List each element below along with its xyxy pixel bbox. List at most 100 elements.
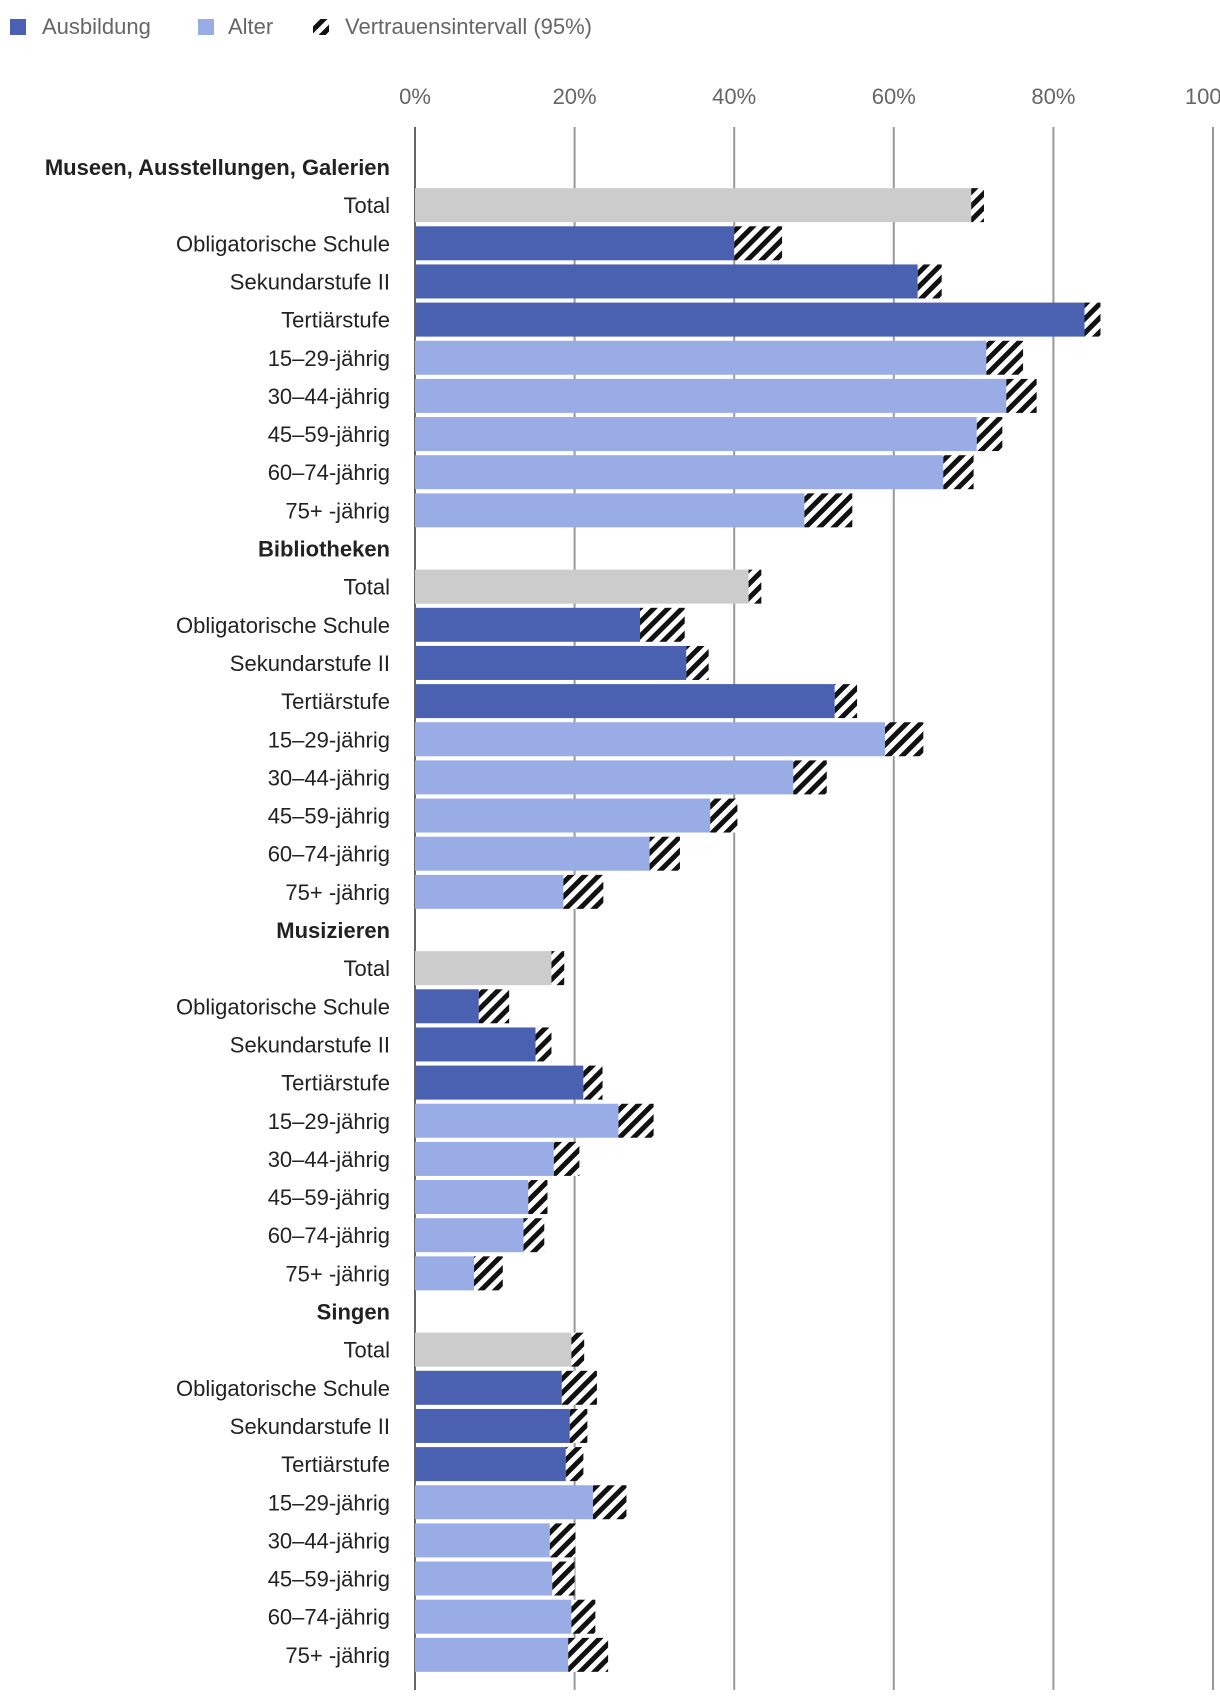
bar [415, 836, 650, 871]
confidence-interval [618, 1103, 654, 1138]
bar [415, 1599, 572, 1634]
category-label: 45–59-jährig [268, 422, 390, 447]
confidence-interval [563, 874, 604, 909]
category-label: Tertiärstufe [281, 1071, 390, 1096]
x-tick-label: 60% [872, 84, 916, 109]
confidence-interval [523, 1218, 545, 1253]
confidence-interval [478, 989, 510, 1024]
category-label: Sekundarstufe II [230, 269, 390, 294]
category-label: Obligatorische Schule [176, 231, 390, 256]
category-label: 15–29-jährig [268, 1109, 390, 1134]
category-label: 75+ -jährig [285, 1261, 390, 1286]
bar [415, 760, 794, 795]
x-tick-label: 20% [553, 84, 597, 109]
category-label: 30–44-jährig [268, 1528, 390, 1553]
confidence-interval [971, 188, 984, 223]
category-label: 15–29-jährig [268, 1490, 390, 1515]
category-label: 60–74-jährig [268, 460, 390, 485]
bar [415, 417, 977, 452]
x-axis-ticks: 0% 20% 40% 60% 80% 100% [399, 84, 1220, 109]
category-label: Total [344, 956, 390, 981]
group-label: Museen, Ausstellungen, Galerien [45, 155, 390, 180]
category-label: 60–74-jährig [268, 842, 390, 867]
bar [415, 1256, 475, 1291]
confidence-interval [885, 722, 924, 757]
legend-swatch [10, 19, 26, 35]
bar [415, 1180, 529, 1215]
bar [415, 264, 918, 299]
category-label: Total [344, 575, 390, 600]
confidence-interval [649, 836, 680, 871]
bars [415, 188, 1101, 1672]
legend-swatch [198, 19, 214, 35]
category-label: Sekundarstufe II [230, 1414, 390, 1439]
group-label: Musizieren [276, 918, 390, 943]
legend-label: Ausbildung [42, 14, 151, 39]
confidence-interval [569, 1408, 588, 1443]
x-tick-label: 80% [1031, 84, 1075, 109]
bar [415, 645, 687, 680]
legend-swatch [313, 19, 329, 35]
bar [415, 1561, 553, 1596]
confidence-interval [986, 340, 1024, 375]
category-labels: Museen, Ausstellungen, Galerien Total Obli… [45, 155, 390, 1668]
confidence-interval [568, 1637, 609, 1672]
confidence-interval [943, 455, 974, 490]
bar [415, 188, 972, 223]
confidence-interval [748, 569, 762, 604]
legend-label: Vertrauensintervall (95%) [345, 14, 592, 39]
category-label: Obligatorische Schule [176, 1376, 390, 1401]
category-label: Tertiärstufe [281, 689, 390, 714]
confidence-interval [571, 1599, 596, 1634]
legend-item: Ausbildung [10, 14, 151, 39]
bar [415, 569, 749, 604]
bar [415, 1218, 524, 1253]
bar [415, 378, 1007, 413]
bar [415, 1103, 619, 1138]
category-label: 45–59-jährig [268, 1185, 390, 1210]
bar [415, 340, 987, 375]
bar [415, 951, 552, 986]
category-label: Total [344, 1338, 390, 1363]
bar [415, 302, 1085, 337]
confidence-interval [686, 645, 709, 680]
x-tick-label: 100% [1185, 84, 1220, 109]
confidence-interval [535, 1027, 552, 1062]
confidence-interval [640, 607, 685, 642]
category-label: 15–29-jährig [268, 727, 390, 752]
confidence-interval [592, 1485, 627, 1520]
confidence-interval [561, 1370, 597, 1405]
confidence-interval [549, 1523, 576, 1558]
bar [415, 226, 735, 261]
bar [415, 684, 835, 719]
bar [415, 1141, 554, 1176]
bar [415, 1408, 570, 1443]
bar [415, 874, 564, 909]
bar [415, 1523, 550, 1558]
legend: Ausbildung Alter Vertrauensintervall (95%) [10, 14, 592, 39]
bar [415, 1027, 536, 1062]
category-label: 60–74-jährig [268, 1605, 390, 1630]
category-label: Tertiärstufe [281, 308, 390, 333]
bar [415, 1447, 566, 1482]
confidence-interval [917, 264, 942, 299]
bar [415, 1485, 593, 1520]
confidence-interval [976, 417, 1003, 452]
category-label: 75+ -jährig [285, 498, 390, 523]
category-label: Obligatorische Schule [176, 994, 390, 1019]
confidence-interval [793, 760, 827, 795]
category-label: 60–74-jährig [268, 1223, 390, 1248]
x-tick-label: 0% [399, 84, 431, 109]
bar [415, 798, 711, 833]
bar [415, 1370, 562, 1405]
confidence-interval [565, 1447, 584, 1482]
confidence-interval [528, 1180, 548, 1215]
bar [415, 989, 479, 1024]
category-label: 30–44-jährig [268, 384, 390, 409]
category-label: Obligatorische Schule [176, 613, 390, 638]
group-label: Bibliotheken [258, 537, 390, 562]
legend-label: Alter [228, 14, 273, 39]
confidence-interval [710, 798, 738, 833]
category-label: Tertiärstufe [281, 1452, 390, 1477]
